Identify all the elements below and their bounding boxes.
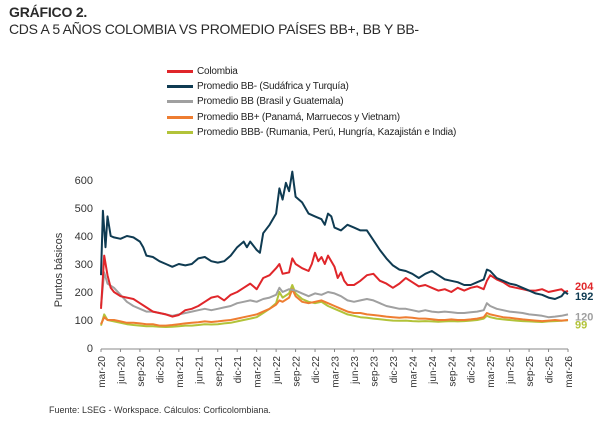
x-tick-label: sep-20 (136, 356, 147, 387)
y-tick-label: 500 (75, 203, 93, 215)
y-tick-label: 100 (75, 315, 93, 327)
x-tick-label: sep-21 (214, 356, 225, 387)
x-tick-label: jun-25 (506, 356, 517, 385)
x-tick-label: sep-25 (525, 356, 536, 387)
y-tick-label: 0 (87, 343, 93, 355)
x-tick-label: mar-25 (486, 356, 497, 388)
y-axis-label: Puntos básicos (53, 232, 65, 307)
x-tick-label: jun-21 (194, 356, 205, 385)
legend-item-bb-minus: Promedio BB- (Sudáfrica y Turquía) (167, 79, 456, 94)
x-tick-label: sep-22 (292, 356, 303, 387)
series-line (100, 284, 569, 328)
x-tick-label: dic-21 (233, 356, 244, 384)
legend-item-bb: Promedio BB (Brasil y Guatemala) (167, 94, 456, 109)
x-tick-label: dic-20 (155, 356, 166, 384)
y-tick-label: 600 (75, 175, 93, 187)
series-line (100, 288, 569, 327)
chart-legend: Colombia Promedio BB- (Sudáfrica y Turqu… (167, 64, 456, 140)
legend-item-bbb-minus: Promedio BBB- (Rumania, Perú, Hungría, K… (167, 125, 456, 140)
legend-label: Promedio BB+ (Panamá, Marruecos y Vietna… (197, 111, 400, 123)
x-tick-label: mar-22 (253, 356, 264, 388)
legend-swatch (167, 100, 193, 104)
legend-swatch (167, 115, 193, 119)
chart-subtitle: CDS A 5 AÑOS COLOMBIA VS PROMEDIO PAÍSES… (9, 21, 419, 37)
legend-swatch (167, 130, 193, 134)
series-end-label: 192 (575, 291, 593, 303)
x-tick-label: mar-21 (175, 356, 186, 388)
y-tick-label: 300 (75, 259, 93, 271)
x-tick-label: mar-26 (564, 356, 575, 388)
legend-label: Promedio BBB- (Rumania, Perú, Hungría, K… (197, 126, 457, 138)
x-tick-label: dic-25 (545, 356, 556, 384)
x-tick-label: jun-22 (272, 356, 283, 385)
legend-item-bb-plus: Promedio BB+ (Panamá, Marruecos y Vietna… (167, 110, 456, 125)
y-tick-label: 200 (75, 287, 93, 299)
series-end-label: 99 (575, 319, 587, 331)
y-tick-label: 400 (75, 231, 93, 243)
legend-label: Promedio BB (Brasil y Guatemala) (197, 96, 344, 108)
series-line (100, 251, 569, 318)
source-note: Fuente: LSEG - Workspace. Cálculos: Corf… (49, 405, 271, 415)
x-tick-label: mar-23 (331, 356, 342, 388)
x-tick-label: mar-24 (408, 356, 419, 388)
legend-swatch (167, 85, 193, 89)
legend-item-colombia: Colombia (167, 64, 456, 79)
x-tick-label: dic-22 (311, 356, 322, 384)
x-tick-label: jun-23 (350, 356, 361, 385)
x-tick-label: dic-24 (467, 356, 478, 384)
x-tick-label: dic-23 (389, 356, 400, 384)
x-tick-label: jun-20 (116, 356, 127, 385)
series-end-label: 120 (575, 311, 593, 323)
x-tick-label: sep-23 (369, 356, 380, 387)
legend-swatch (167, 70, 193, 74)
x-tick-label: mar-20 (97, 356, 108, 388)
legend-label: Promedio BB- (Sudáfrica y Turquía) (197, 81, 349, 93)
series-line (100, 170, 569, 300)
chart-title: GRÁFICO 2. (9, 4, 88, 20)
x-tick-label: sep-24 (447, 356, 458, 387)
series-end-label: 204 (575, 281, 594, 293)
legend-label: Colombia (197, 66, 238, 77)
x-tick-label: jun-24 (428, 356, 439, 385)
